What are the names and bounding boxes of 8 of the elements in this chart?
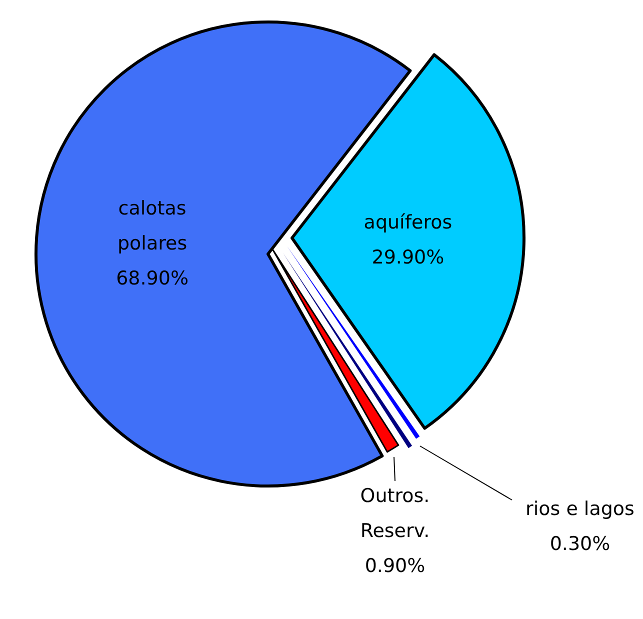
data-label: 0.90% <box>364 555 426 577</box>
slice-label: Outros. Reserv. <box>360 485 430 542</box>
data-label: 29.90% <box>372 246 444 268</box>
data-label: 0.30% <box>550 533 610 555</box>
slice-label: calotas polares <box>118 198 188 255</box>
slice-label: rios e lagos <box>526 498 634 520</box>
slice-label: aquíferos <box>364 211 452 234</box>
data-label: 68.90% <box>116 268 189 290</box>
